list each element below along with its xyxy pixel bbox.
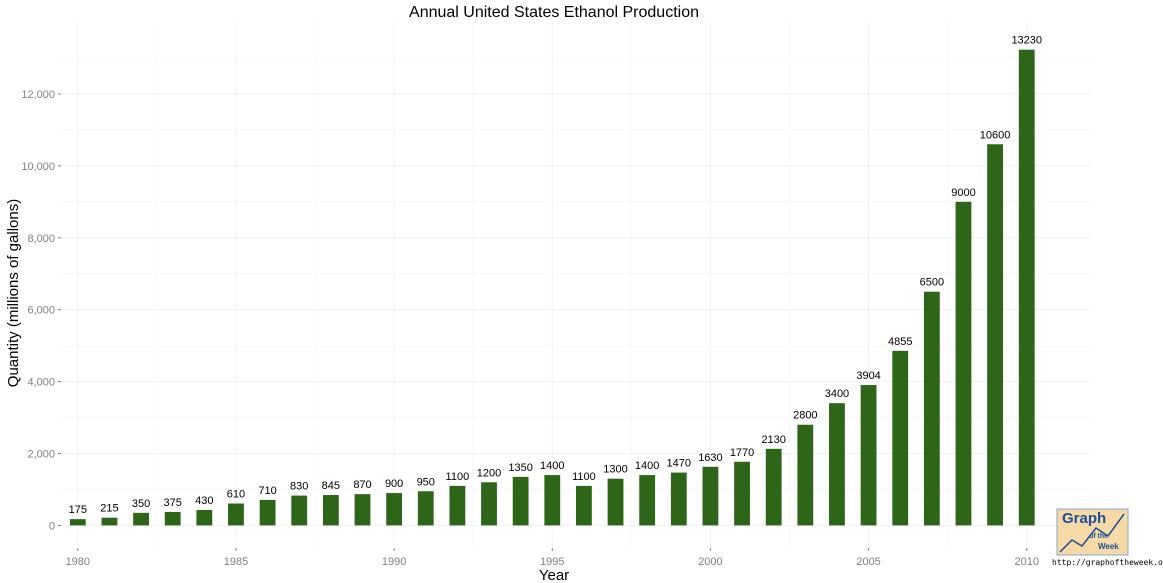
bar-1991 bbox=[417, 491, 434, 526]
bar-label-2010: 13230 bbox=[1011, 35, 1042, 47]
y-axis-title: Quantity (millions of gallons) bbox=[5, 199, 22, 387]
bar-label-1997: 1300 bbox=[603, 464, 627, 476]
graph-of-the-week-logo: Graph of the Week http://graphoftheweek.… bbox=[1052, 508, 1163, 567]
bar-2009 bbox=[987, 144, 1004, 526]
bar-label-1993: 1200 bbox=[477, 467, 501, 479]
bar-label-1987: 830 bbox=[290, 481, 308, 493]
logo-graph-line bbox=[1059, 513, 1125, 553]
bar-1985 bbox=[228, 503, 244, 526]
bar-label-1990: 900 bbox=[385, 478, 403, 490]
chart-title: Annual United States Ethanol Production bbox=[409, 4, 699, 21]
bar-label-1995: 1400 bbox=[540, 460, 564, 472]
logo-word-ofthe: of the bbox=[1089, 533, 1108, 540]
bar-1995 bbox=[544, 475, 561, 526]
bar-label-2002: 2130 bbox=[761, 434, 785, 446]
bar-1983 bbox=[164, 511, 181, 526]
bar-2004 bbox=[829, 403, 845, 526]
y-tick-label-8000: 8,000 bbox=[27, 233, 55, 245]
bar-label-1999: 1470 bbox=[667, 458, 691, 470]
bar-label-1983: 375 bbox=[164, 497, 182, 509]
bar-1989 bbox=[354, 494, 371, 526]
bar-2006 bbox=[892, 350, 909, 526]
bar-label-2001: 1770 bbox=[730, 447, 754, 459]
y-tick-label-2000: 2,000 bbox=[27, 449, 55, 461]
x-tick-label-1990: 1990 bbox=[382, 556, 406, 568]
y-tick-label-0: 0 bbox=[49, 520, 55, 532]
bar-2007 bbox=[923, 291, 940, 526]
bar-1998 bbox=[639, 475, 656, 526]
bar-label-1996: 1100 bbox=[572, 471, 596, 483]
bar-2000 bbox=[702, 466, 719, 526]
x-tick-label-2010: 2010 bbox=[1014, 556, 1038, 568]
bar-2008 bbox=[955, 201, 972, 526]
bar-label-2004: 3400 bbox=[825, 388, 849, 400]
x-tick-label-1980: 1980 bbox=[66, 556, 90, 568]
bar-label-1998: 1400 bbox=[635, 460, 659, 472]
bar-1981 bbox=[101, 517, 118, 526]
bar-1997 bbox=[607, 478, 624, 526]
bar-1994 bbox=[512, 476, 529, 526]
bar-1999 bbox=[670, 472, 687, 526]
bar-2002 bbox=[765, 448, 782, 526]
bar-label-1989: 870 bbox=[353, 479, 371, 491]
x-tick-label-2005: 2005 bbox=[856, 556, 880, 568]
bar-1982 bbox=[133, 512, 149, 526]
bar-2003 bbox=[797, 424, 814, 526]
bar-1984 bbox=[196, 509, 213, 526]
x-tick-label-2000: 2000 bbox=[698, 556, 722, 568]
x-axis: 1980 1985 1990 1995 2000 2005 2010 bbox=[66, 548, 1039, 568]
bar-label-1994: 1350 bbox=[508, 462, 532, 474]
bar-label-1992: 1100 bbox=[446, 471, 470, 483]
x-tick-label-1995: 1995 bbox=[540, 556, 564, 568]
bar-label-1980: 175 bbox=[69, 504, 87, 516]
bar-label-2003: 2800 bbox=[793, 410, 817, 422]
bar-value-labels: 175 215 350 375 430 610 710 830 845 870 900 950 1100… bbox=[69, 35, 1042, 516]
y-tick-label-4000: 4,000 bbox=[27, 377, 55, 389]
logo-word-graph: Graph bbox=[1062, 510, 1106, 527]
bar-label-1991: 950 bbox=[417, 476, 435, 488]
bar-1988 bbox=[322, 495, 339, 526]
bar-1987 bbox=[291, 495, 308, 526]
logo-word-week: Week bbox=[1098, 542, 1119, 551]
y-axis: 0 2,000 4,000 6,000 8,000 10,000 12,000 bbox=[21, 89, 61, 532]
bar-1986 bbox=[259, 499, 276, 526]
y-tick-label-6000: 6,000 bbox=[27, 305, 55, 317]
bar-label-1986: 710 bbox=[258, 485, 276, 497]
bar-label-1982: 350 bbox=[132, 498, 150, 510]
bar-label-1984: 430 bbox=[195, 495, 213, 507]
bar-label-2006: 4855 bbox=[888, 336, 912, 348]
bar-2010 bbox=[1018, 49, 1035, 526]
grid-lines bbox=[62, 22, 1090, 547]
bar-2005 bbox=[860, 385, 877, 526]
bar-1993 bbox=[481, 482, 497, 526]
bar-label-2007: 6500 bbox=[920, 277, 944, 289]
bar-1992 bbox=[449, 485, 466, 526]
bar-label-1985: 610 bbox=[227, 488, 245, 500]
bar-1996 bbox=[576, 485, 592, 526]
bar-2001 bbox=[734, 461, 750, 526]
x-tick-label-1985: 1985 bbox=[224, 556, 248, 568]
bar-label-1988: 845 bbox=[322, 480, 340, 492]
bar-1980 bbox=[69, 519, 86, 526]
x-axis-title: Year bbox=[539, 567, 569, 583]
bar-1990 bbox=[386, 493, 403, 526]
bar-label-2000: 1630 bbox=[698, 452, 722, 464]
y-tick-label-10000: 10,000 bbox=[21, 161, 55, 173]
bar-label-1981: 215 bbox=[100, 503, 118, 515]
logo-url: http://graphoftheweek.org/ bbox=[1052, 558, 1163, 567]
y-tick-label-12000: 12,000 bbox=[21, 89, 55, 101]
bar-label-2005: 3904 bbox=[856, 370, 880, 382]
bar-label-2009: 10600 bbox=[980, 129, 1011, 141]
bar-label-2008: 9000 bbox=[951, 187, 975, 199]
bars bbox=[69, 49, 1035, 526]
